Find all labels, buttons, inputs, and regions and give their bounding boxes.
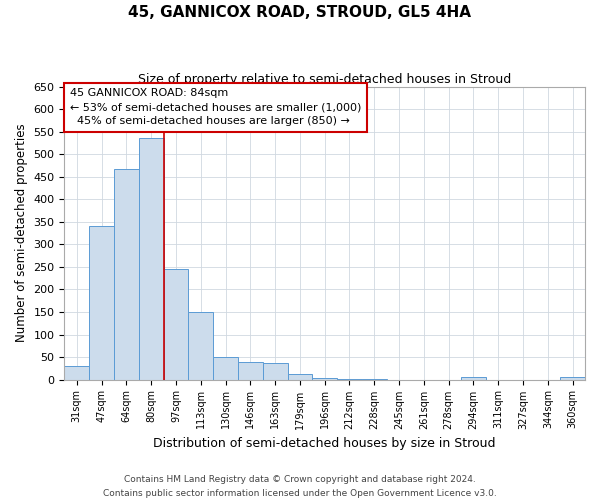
Bar xyxy=(139,138,164,380)
Bar xyxy=(238,362,263,380)
Bar xyxy=(188,312,213,380)
Bar xyxy=(164,269,188,380)
Text: Contains HM Land Registry data © Crown copyright and database right 2024.
Contai: Contains HM Land Registry data © Crown c… xyxy=(103,476,497,498)
Bar xyxy=(114,168,139,380)
Bar xyxy=(64,366,89,380)
Bar xyxy=(263,363,287,380)
Text: 45, GANNICOX ROAD, STROUD, GL5 4HA: 45, GANNICOX ROAD, STROUD, GL5 4HA xyxy=(128,5,472,20)
Text: 45 GANNICOX ROAD: 84sqm
← 53% of semi-detached houses are smaller (1,000)
  45% : 45 GANNICOX ROAD: 84sqm ← 53% of semi-de… xyxy=(70,88,361,126)
Bar xyxy=(213,357,238,380)
X-axis label: Distribution of semi-detached houses by size in Stroud: Distribution of semi-detached houses by … xyxy=(154,437,496,450)
Bar xyxy=(287,374,313,380)
Title: Size of property relative to semi-detached houses in Stroud: Size of property relative to semi-detach… xyxy=(138,72,511,86)
Bar xyxy=(313,378,337,380)
Bar xyxy=(560,378,585,380)
Bar xyxy=(89,226,114,380)
Y-axis label: Number of semi-detached properties: Number of semi-detached properties xyxy=(15,124,28,342)
Bar xyxy=(461,378,486,380)
